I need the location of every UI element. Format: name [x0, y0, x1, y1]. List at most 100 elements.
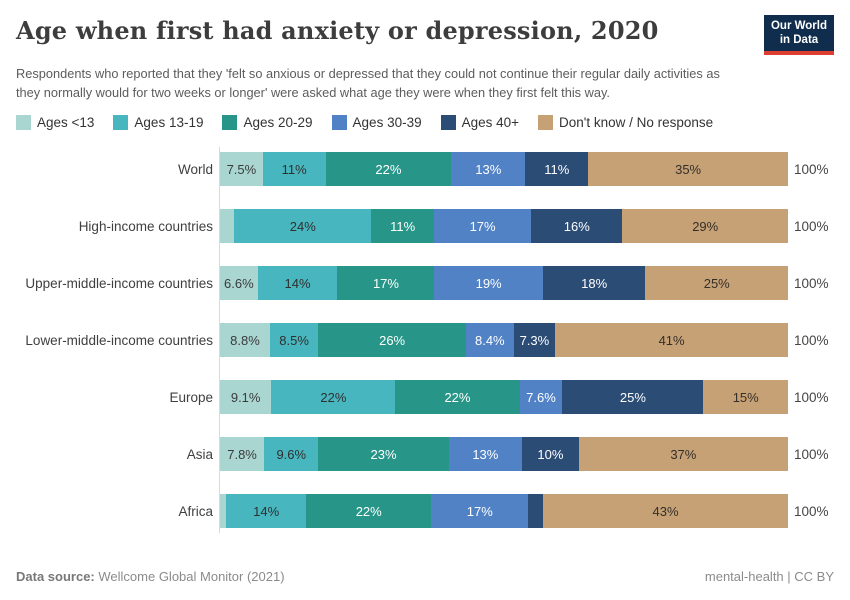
row-total-label: 100%	[794, 446, 829, 462]
bar-segment[interactable]: 17%	[431, 494, 529, 529]
row-label: Europe	[169, 389, 213, 405]
chart-title: Age when first had anxiety or depression…	[16, 16, 659, 45]
bar-segment[interactable]: 8.5%	[269, 323, 319, 358]
stacked-bar: 24% 11% 17% 16% 29%	[220, 209, 788, 244]
bar-segment[interactable]: 18%	[542, 266, 646, 301]
bar-segment[interactable]: 43%	[543, 494, 788, 529]
legend-label: Ages <13	[37, 115, 95, 131]
bar-segment[interactable]: 10%	[522, 437, 579, 472]
bar-segment[interactable]: 19%	[434, 266, 543, 301]
bar-segment[interactable]: 17%	[434, 209, 532, 244]
bar-segment[interactable]: 11%	[262, 152, 326, 187]
bar-segment[interactable]: 7.8%	[220, 437, 265, 472]
segment-value-label: 26%	[379, 332, 406, 348]
chart-subtitle: Respondents who reported that they 'felt…	[16, 66, 720, 101]
row-label: High-income countries	[78, 218, 213, 234]
legend-item-1[interactable]: Ages 13-19	[113, 115, 203, 131]
bar-segment[interactable]: 35%	[588, 152, 789, 187]
row-label: Africa	[178, 503, 213, 519]
legend: Ages <13 Ages 13-19 Ages 20-29 Ages 30-39 Ag…	[16, 115, 834, 131]
segment-value-label: 37%	[670, 446, 697, 462]
legend-item-5[interactable]: Don't know / No response	[538, 115, 714, 131]
bar-segment[interactable]: 23%	[318, 437, 449, 472]
segment-value-label: 23%	[370, 446, 397, 462]
bar-segment[interactable]: 25%	[562, 380, 704, 415]
legend-swatch-icon	[16, 115, 31, 131]
bar-segment[interactable]: 8.8%	[220, 323, 270, 358]
data-source-label: Data source:	[16, 569, 95, 584]
legend-item-0[interactable]: Ages <13	[16, 115, 95, 131]
segment-value-label: 22%	[320, 389, 347, 405]
bar-segment[interactable]: 25%	[645, 266, 789, 301]
license-note: mental-health | CC BY	[704, 569, 834, 584]
legend-swatch-icon	[113, 115, 129, 131]
legend-label: Don't know / No response	[559, 115, 714, 131]
legend-swatch-icon	[222, 115, 238, 131]
bar-segment[interactable]: 7.6%	[519, 380, 563, 415]
bar-segment[interactable]: 15%	[703, 380, 789, 415]
segment-value-label: 9.1%	[230, 389, 261, 405]
bar-segment[interactable]: 11%	[371, 209, 435, 244]
logo-line-1: Our World	[770, 19, 827, 32]
legend-swatch-icon	[538, 115, 554, 131]
segment-value-label: 7.6%	[526, 389, 556, 405]
bar-segment[interactable]: 29%	[622, 209, 788, 244]
segment-value-label: 14%	[284, 275, 311, 291]
legend-item-3[interactable]: Ages 30-39	[331, 115, 422, 131]
bar-segment[interactable]: 13%	[451, 152, 526, 187]
legend-label: Ages 40+	[461, 115, 520, 131]
segment-value-label: 7.5%	[226, 161, 257, 177]
bar-row: High-income countries 24% 11% 17% 16% 29% 100%	[16, 209, 834, 244]
y-axis-line	[219, 147, 220, 534]
bar-segment[interactable]: 14%	[226, 494, 307, 529]
segment-value-label: 18%	[581, 275, 608, 291]
bar-segment[interactable]	[220, 209, 235, 244]
segment-value-label: 35%	[675, 161, 702, 177]
stacked-bar: 6.6% 14% 17% 19% 18% 25%	[220, 266, 789, 301]
segment-value-label: 25%	[619, 389, 646, 405]
bar-row: Upper-middle-income countries 6.6% 14% 17% 1…	[16, 266, 834, 301]
segment-value-label: 29%	[692, 218, 719, 234]
bar-segment[interactable]: 41%	[555, 323, 789, 358]
bar-segment[interactable]: 6.6%	[220, 266, 258, 301]
bar-segment[interactable]: 22%	[325, 152, 452, 187]
owid-logo: Our World in Data	[764, 15, 834, 55]
bar-segment[interactable]	[220, 494, 227, 529]
bar-row: World 7.5% 11% 22% 13% 11% 35% 100%	[16, 152, 834, 187]
bar-row: Asia 7.8% 9.6% 23% 13% 10% 37% 100%	[16, 437, 834, 472]
bar-segment[interactable]: 16%	[531, 209, 623, 244]
bar-segment[interactable]: 8.4%	[465, 323, 514, 358]
segment-value-label: 25%	[703, 275, 730, 291]
legend-item-4[interactable]: Ages 40+	[440, 115, 520, 131]
segment-value-label: 17%	[466, 503, 493, 519]
segment-value-label: 13%	[475, 161, 502, 177]
segment-value-label: 15%	[732, 389, 759, 405]
bar-segment[interactable]: 26%	[318, 323, 466, 358]
stacked-bar: 7.8% 9.6% 23% 13% 10% 37%	[220, 437, 789, 472]
bar-segment[interactable]: 11%	[525, 152, 589, 187]
segment-value-label: 8.8%	[230, 332, 260, 348]
bar-segment[interactable]: 9.1%	[220, 380, 272, 415]
data-source-value: Wellcome Global Monitor (2021)	[98, 569, 285, 584]
legend-swatch-icon	[440, 115, 456, 131]
segment-value-label: 7.8%	[227, 446, 257, 462]
row-label: Lower-middle-income countries	[25, 332, 213, 348]
legend-swatch-icon	[331, 115, 347, 131]
bar-segment[interactable]: 22%	[271, 380, 396, 415]
bar-segment[interactable]: 7.3%	[513, 323, 556, 358]
bar-segment[interactable]: 22%	[306, 494, 432, 529]
bar-segment[interactable]: 9.6%	[264, 437, 319, 472]
footer: Data source: Wellcome Global Monitor (20…	[16, 569, 834, 584]
bar-segment[interactable]: 14%	[257, 266, 338, 301]
bar-segment[interactable]: 13%	[448, 437, 523, 472]
bar-segment[interactable]	[528, 494, 544, 529]
row-total-label: 100%	[794, 161, 829, 177]
bar-segment[interactable]: 24%	[234, 209, 372, 244]
bar-segment[interactable]: 7.5%	[220, 152, 263, 187]
bar-segment[interactable]: 17%	[337, 266, 435, 301]
bar-segment[interactable]: 22%	[395, 380, 520, 415]
bar-segment[interactable]: 37%	[578, 437, 789, 472]
legend-item-2[interactable]: Ages 20-29	[222, 115, 313, 131]
stacked-bar: 7.5% 11% 22% 13% 11% 35%	[220, 152, 789, 187]
